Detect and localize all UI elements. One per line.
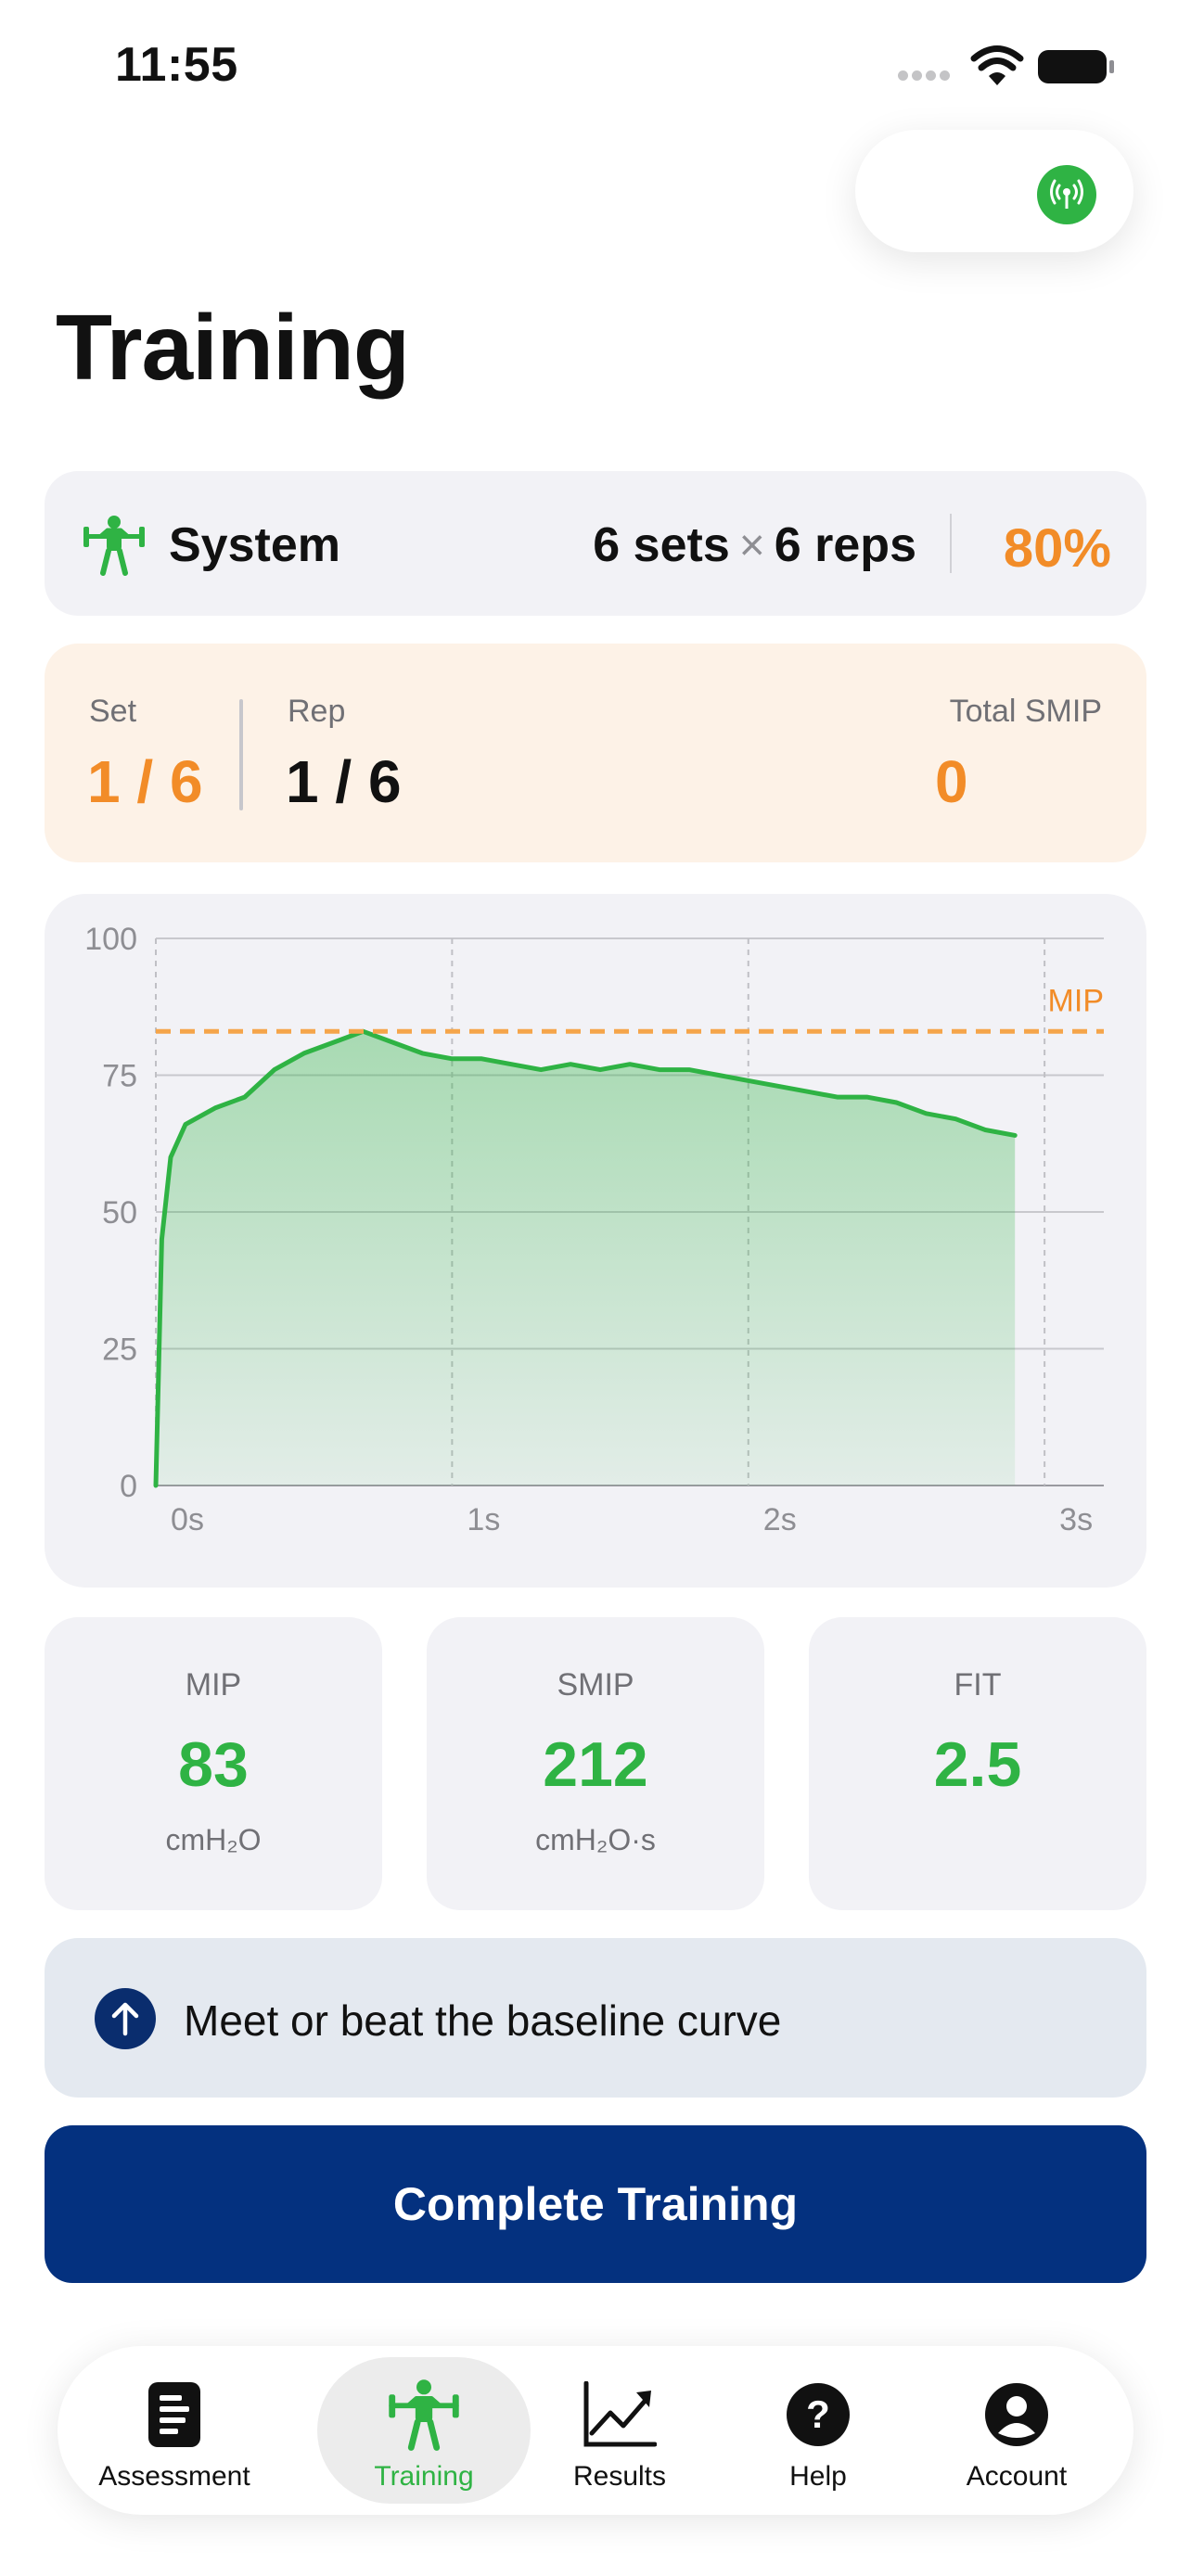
x-tick-label: 0s — [171, 1502, 204, 1537]
tab-label: Help — [789, 2461, 847, 2492]
hint-banner: Meet or beat the baseline curve — [45, 1938, 1146, 2098]
tab-bar: Assessment Training Results — [58, 2346, 1133, 2515]
status-bar: 11:55 — [0, 0, 1191, 139]
help-icon: ? — [781, 2378, 855, 2452]
metric-label: MIP — [185, 1667, 242, 1702]
complete-training-button[interactable]: Complete Training — [45, 2125, 1146, 2283]
metric-unit: cmH₂O — [165, 1823, 262, 1856]
tab-label: Account — [966, 2461, 1068, 2492]
connected-antenna-icon — [1037, 165, 1096, 224]
pressure-line — [153, 1028, 1018, 1488]
divider — [239, 699, 243, 810]
arrow-up-icon — [95, 1988, 156, 2049]
status-time: 11:55 — [115, 38, 238, 92]
set-value: 1 / 6 — [87, 748, 203, 815]
device-status-pill[interactable] — [855, 130, 1133, 252]
weightlifter-icon — [387, 2378, 461, 2452]
document-icon — [137, 2378, 211, 2452]
x-tick-label: 2s — [763, 1502, 797, 1537]
tab-account[interactable]: Account — [915, 2357, 1119, 2504]
metric-value: 2.5 — [933, 1729, 1022, 1800]
times-symbol: × — [738, 520, 765, 570]
y-tick-label: 100 — [84, 922, 137, 957]
tab-results[interactable]: Results — [518, 2357, 722, 2504]
metric-label: FIT — [954, 1667, 1002, 1702]
page-title: Training — [56, 296, 410, 400]
tab-help[interactable]: ? Help — [716, 2357, 920, 2504]
tab-label: Results — [572, 2461, 667, 2492]
intensity-percent: 80% — [1003, 518, 1111, 579]
reps-count: 6 reps — [774, 518, 916, 572]
mip-reference-label: MIP — [1048, 983, 1104, 1018]
tab-label: Assessment — [98, 2461, 250, 2492]
set-label: Set — [89, 694, 137, 729]
metric-label: SMIP — [557, 1667, 634, 1702]
total-smip-label: Total SMIP — [949, 694, 1102, 729]
pressure-chart: MIP 0 25 50 75 100 0s 1s 2s 3s — [84, 922, 1104, 1537]
battery-icon — [1038, 50, 1114, 83]
wifi-icon — [970, 45, 1024, 85]
training-system-card: System 6 sets × 6 reps 80% — [45, 471, 1146, 616]
sets-reps: 6 sets × 6 reps — [593, 517, 916, 573]
y-tick-label: 75 — [102, 1059, 137, 1094]
metric-unit: cmH₂O·s — [535, 1823, 656, 1856]
metric-card-smip: SMIP 212 cmH₂O·s — [427, 1617, 764, 1910]
y-tick-label: 25 — [102, 1333, 137, 1368]
metric-card-fit: FIT 2.5 — [809, 1617, 1146, 1910]
tab-assessment[interactable]: Assessment — [72, 2357, 276, 2504]
divider — [950, 514, 952, 573]
rep-label: Rep — [288, 694, 346, 729]
account-icon — [980, 2378, 1054, 2452]
svg-text:?: ? — [806, 2392, 830, 2436]
rep-value: 1 / 6 — [286, 748, 402, 815]
sets-count: 6 sets — [593, 518, 730, 572]
cellular-signal-icon — [898, 70, 952, 82]
y-tick-label: 0 — [120, 1469, 137, 1504]
x-tick-label: 3s — [1059, 1502, 1093, 1537]
metric-value: 83 — [178, 1729, 249, 1800]
hint-text: Meet or beat the baseline curve — [184, 1996, 782, 2045]
tab-label: Training — [374, 2461, 474, 2492]
metric-card-mip: MIP 83 cmH₂O — [45, 1617, 382, 1910]
chart-trend-icon — [583, 2378, 657, 2452]
total-smip-value: 0 — [935, 748, 968, 815]
weightlifter-icon — [83, 516, 145, 576]
x-tick-label: 1s — [467, 1502, 500, 1537]
metric-value: 212 — [543, 1729, 648, 1800]
progress-card: Set 1 / 6 Rep 1 / 6 Total SMIP 0 — [45, 644, 1146, 862]
tab-training[interactable]: Training — [317, 2357, 531, 2504]
system-name: System — [169, 518, 340, 572]
pressure-area — [156, 1031, 1016, 1486]
pressure-chart-card: MIP 0 25 50 75 100 0s 1s 2s 3s — [45, 894, 1146, 1588]
y-tick-label: 50 — [102, 1195, 137, 1231]
